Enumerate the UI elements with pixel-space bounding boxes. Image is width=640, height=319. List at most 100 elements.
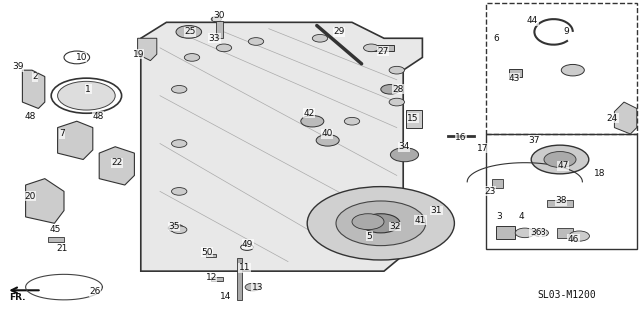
Text: 20: 20 [24, 192, 36, 201]
Text: 30: 30 [214, 11, 225, 20]
Text: 37: 37 [529, 136, 540, 145]
Text: 22: 22 [111, 158, 123, 167]
Bar [237, 258, 242, 300]
Circle shape [301, 115, 324, 127]
Polygon shape [99, 147, 134, 185]
Text: 42: 42 [303, 109, 315, 118]
Text: 31: 31 [431, 206, 442, 215]
Circle shape [168, 224, 184, 232]
Bar [492, 179, 503, 188]
Bar [496, 226, 515, 239]
Bar [486, 134, 637, 249]
Bar [368, 45, 394, 51]
Text: 11: 11 [239, 263, 250, 272]
Circle shape [344, 117, 360, 125]
Text: 29: 29 [333, 27, 345, 36]
Circle shape [533, 229, 548, 237]
Text: 47: 47 [557, 161, 569, 170]
Circle shape [515, 228, 534, 238]
Circle shape [248, 38, 264, 45]
Text: 16: 16 [455, 133, 467, 142]
Text: 17: 17 [477, 144, 489, 153]
Circle shape [211, 17, 221, 22]
Polygon shape [26, 179, 64, 223]
Circle shape [176, 26, 202, 38]
Text: 45: 45 [50, 225, 61, 234]
Bar [216, 21, 223, 38]
Circle shape [389, 98, 404, 106]
Text: 8: 8 [540, 228, 545, 237]
Circle shape [336, 201, 426, 246]
Circle shape [172, 188, 187, 195]
Text: 24: 24 [607, 114, 618, 122]
Bar [486, 3, 637, 134]
Text: 48: 48 [92, 112, 104, 121]
Text: 2: 2 [33, 72, 38, 81]
Circle shape [316, 135, 339, 146]
Text: 15: 15 [407, 114, 419, 122]
Text: FR.: FR. [10, 293, 26, 302]
Circle shape [544, 152, 576, 167]
Circle shape [184, 54, 200, 61]
Text: 41: 41 [415, 216, 426, 225]
Circle shape [364, 44, 379, 52]
Text: 4: 4 [519, 212, 524, 221]
Circle shape [245, 283, 260, 291]
Text: 32: 32 [389, 222, 401, 231]
Text: 34: 34 [398, 142, 410, 151]
Circle shape [389, 66, 404, 74]
Text: 18: 18 [594, 169, 605, 178]
Bar [557, 228, 573, 238]
Polygon shape [141, 22, 422, 271]
Text: 28: 28 [392, 85, 404, 94]
Bar [48, 237, 64, 242]
Circle shape [172, 140, 187, 147]
Text: 33: 33 [209, 34, 220, 43]
Text: 35: 35 [168, 222, 180, 231]
Text: 5: 5 [367, 232, 372, 241]
Text: SL03-M1200: SL03-M1200 [538, 290, 596, 300]
Text: 49: 49 [242, 240, 253, 249]
Circle shape [312, 34, 328, 42]
Text: 9: 9 [563, 27, 568, 36]
Bar [406, 110, 422, 128]
Text: 21: 21 [56, 244, 68, 253]
Circle shape [390, 148, 419, 162]
Circle shape [307, 187, 454, 260]
Circle shape [352, 214, 384, 230]
Polygon shape [138, 38, 157, 61]
Text: 12: 12 [205, 273, 217, 282]
Text: 25: 25 [184, 27, 196, 36]
Circle shape [172, 85, 187, 93]
Circle shape [172, 226, 187, 234]
Text: 26: 26 [89, 287, 100, 296]
Text: 50: 50 [201, 248, 212, 256]
Text: 38: 38 [556, 197, 567, 205]
Bar [547, 200, 573, 207]
Polygon shape [58, 121, 93, 160]
Circle shape [531, 145, 589, 174]
Text: 1: 1 [86, 85, 91, 94]
Text: 7: 7 [60, 130, 65, 138]
Bar [206, 254, 216, 257]
Text: 10: 10 [76, 53, 87, 62]
Circle shape [58, 81, 115, 110]
Circle shape [216, 44, 232, 52]
Circle shape [569, 231, 589, 241]
Text: 40: 40 [321, 130, 333, 138]
Text: 27: 27 [377, 47, 388, 56]
Circle shape [561, 64, 584, 76]
Text: 44: 44 [527, 16, 538, 25]
Circle shape [381, 85, 400, 94]
Circle shape [362, 214, 400, 233]
Polygon shape [22, 70, 45, 108]
Text: 19: 19 [132, 50, 144, 59]
Bar [211, 277, 223, 281]
Text: 39: 39 [12, 63, 24, 71]
Text: 48: 48 [25, 112, 36, 121]
Text: 23: 23 [484, 187, 495, 196]
Text: 46: 46 [568, 235, 579, 244]
Text: 43: 43 [508, 74, 520, 83]
Text: 3: 3 [497, 212, 502, 221]
Polygon shape [614, 102, 637, 134]
